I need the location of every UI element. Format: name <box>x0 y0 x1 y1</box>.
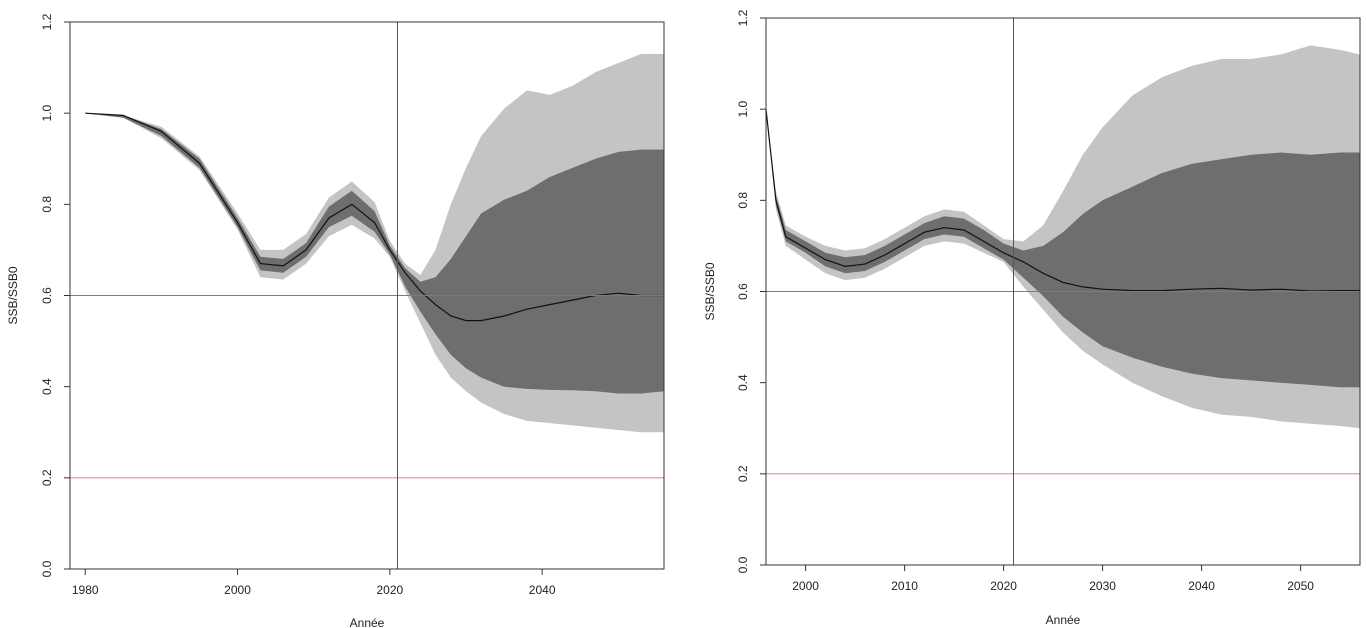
y-tick-label: 0.8 <box>736 192 750 209</box>
x-axis-title: Année <box>350 616 385 628</box>
y-tick-label: 0.0 <box>736 556 750 573</box>
x-tick-label: 2020 <box>990 579 1017 593</box>
y-tick-label: 1.0 <box>736 101 750 118</box>
x-tick-label: 2030 <box>1089 579 1116 593</box>
y-tick-label: 1.2 <box>736 9 750 26</box>
x-tick-label: 2010 <box>891 579 918 593</box>
x-tick-label: 2000 <box>224 583 251 597</box>
x-tick-label: 2040 <box>529 583 556 597</box>
y-tick-label: 0.4 <box>736 374 750 391</box>
x-tick-label: 2040 <box>1188 579 1215 593</box>
x-axis-title: Année <box>1046 613 1081 627</box>
y-tick-label: 0.6 <box>736 283 750 300</box>
y-axis-title: SSB/SSB0 <box>703 262 717 320</box>
x-tick-label: 1980 <box>72 583 99 597</box>
plot-area <box>70 22 664 569</box>
y-tick-label: 0.8 <box>40 196 54 213</box>
y-tick-label: 1.0 <box>40 105 54 122</box>
y-tick-label: 0.4 <box>40 378 54 395</box>
y-axis-title: SSB/SSB0 <box>6 266 20 324</box>
chart-panel-2: 0.0 0.2 0.4 0.6 0.8 1.0 1.2 2000 2010 2020 2030 204… <box>703 9 1360 627</box>
x-tick-label: 2000 <box>792 579 819 593</box>
y-tick-label: 0.2 <box>40 469 54 486</box>
y-tick-label: 0.0 <box>40 560 54 577</box>
plot-area <box>766 18 1360 565</box>
y-tick-label: 0.2 <box>736 465 750 482</box>
chart-panel-1: 0.0 0.2 0.4 0.6 0.8 1.0 1.2 1980 2000 2020 2040 SSB… <box>6 13 664 628</box>
x-tick-label: 2020 <box>376 583 403 597</box>
y-tick-label: 1.2 <box>40 13 54 30</box>
x-tick-label: 2050 <box>1287 579 1314 593</box>
y-tick-label: 0.6 <box>40 287 54 304</box>
